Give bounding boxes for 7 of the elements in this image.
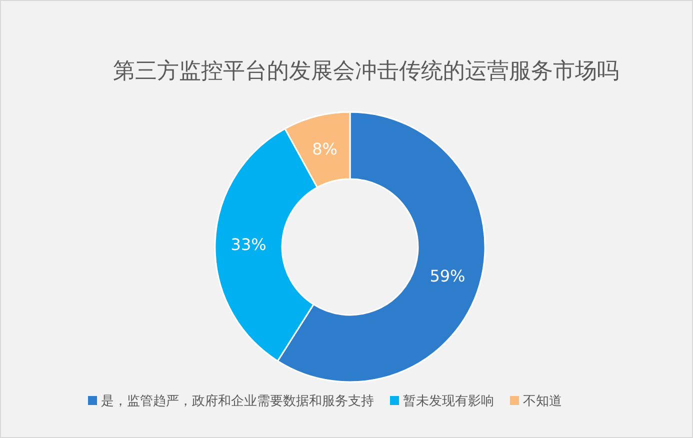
data-label: 8%: [312, 140, 338, 159]
chart-title: 第三方监控平台的发展会冲击传统的运营服务市场吗: [113, 59, 619, 84]
legend-label: 不知道: [523, 394, 562, 409]
legend-label: 是，监管趋严，政府和企业需要数据和服务支持: [101, 393, 374, 409]
data-label: 33%: [230, 234, 266, 254]
data-label: 59%: [430, 266, 466, 286]
legend-label: 暂未发现有影响: [403, 394, 494, 409]
